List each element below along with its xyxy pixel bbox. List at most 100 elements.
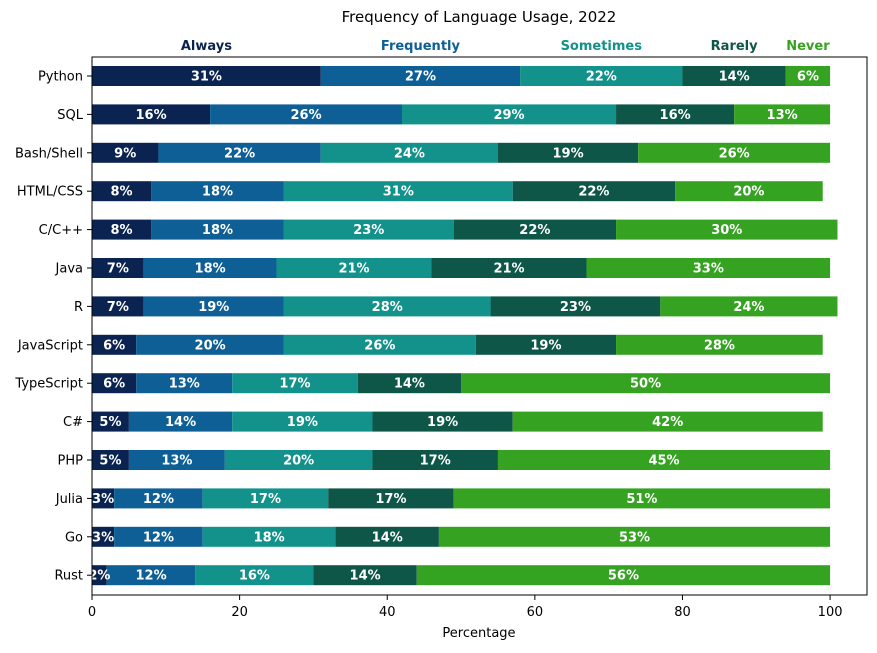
bar-html-css-frequently: [151, 181, 284, 202]
bar-c-c-rarely: [453, 219, 617, 240]
bar-julia-rarely: [328, 488, 454, 509]
bar-php-always: [92, 450, 129, 470]
bar-julia-never: [453, 488, 831, 509]
bar-label-julia-never: 51%: [626, 492, 657, 507]
bar-sql-always: [92, 104, 211, 125]
bar-javascript-always: [92, 334, 137, 355]
bar-python-sometimes: [520, 66, 683, 86]
bar-c-c-frequently: [151, 219, 284, 240]
bar-label-sql-never: 13%: [767, 108, 798, 123]
y-tick-label-go: Go: [65, 530, 83, 545]
x-tick-label-40: 40: [379, 605, 396, 620]
bar-javascript-frequently: [136, 334, 284, 355]
bar-label-c-c-rarely: 22%: [519, 223, 550, 238]
bar-label-c-frequently: 14%: [165, 415, 196, 430]
bar-javascript-never: [616, 334, 823, 355]
bar-label-javascript-always: 6%: [103, 338, 125, 353]
bar-rust-never: [416, 565, 831, 586]
bar-label-rust-never: 56%: [608, 569, 639, 584]
bar-label-typescript-always: 6%: [103, 377, 125, 392]
x-axis-label: Percentage: [442, 626, 515, 641]
bar-label-c-c-sometimes: 23%: [353, 223, 384, 238]
bar-r-rarely: [490, 296, 661, 317]
bar-julia-always: [92, 488, 115, 509]
bar-php-sometimes: [224, 450, 373, 470]
bar-go-never: [438, 526, 831, 547]
bar-label-bash-shell-always: 9%: [114, 146, 136, 161]
bar-label-julia-frequently: 12%: [143, 492, 174, 507]
y-tick-label-rust: Rust: [54, 569, 83, 584]
bar-label-rust-always: 2%: [88, 569, 110, 584]
bar-label-c-c-frequently: 18%: [202, 223, 233, 238]
plot-frame: [91, 56, 868, 596]
bar-julia-frequently: [114, 488, 203, 509]
bar-bash-shell-always: [92, 142, 159, 163]
bar-label-typescript-sometimes: 17%: [279, 377, 310, 392]
bar-r-never: [660, 296, 838, 317]
y-tick-label-c: C#: [63, 415, 83, 430]
bar-label-javascript-never: 28%: [704, 338, 735, 353]
bar-python-rarely: [682, 66, 786, 86]
bars: [92, 66, 838, 586]
bar-label-html-css-never: 20%: [733, 185, 764, 200]
bar-label-bash-shell-sometimes: 24%: [394, 146, 425, 161]
bar-bash-shell-frequently: [158, 142, 321, 163]
bar-label-php-sometimes: 20%: [283, 454, 314, 469]
bar-label-typescript-rarely: 14%: [394, 377, 425, 392]
bar-python-never: [785, 66, 831, 86]
bar-label-javascript-frequently: 20%: [195, 338, 226, 353]
y-tick-label-java: Java: [55, 262, 83, 277]
bar-rust-sometimes: [195, 565, 314, 586]
bar-label-r-sometimes: 28%: [372, 300, 403, 315]
bar-label-rust-frequently: 12%: [135, 569, 166, 584]
bar-rust-rarely: [313, 565, 417, 586]
bar-go-always: [92, 526, 115, 547]
bar-c-c-sometimes: [283, 219, 454, 240]
bar-label-typescript-never: 50%: [630, 377, 661, 392]
bar-php-frequently: [128, 450, 225, 470]
bar-label-sql-sometimes: 29%: [493, 108, 524, 123]
legend: Always Frequently Sometimes Rarely Never: [181, 39, 830, 54]
bar-java-sometimes: [276, 258, 432, 278]
bar-label-rust-sometimes: 16%: [239, 569, 270, 584]
data-labels: 31% 27% 22% 14% 6% 16% 26% 29% 16% 13% 9% 22% 24% 19%…: [88, 70, 819, 584]
bar-python-always: [92, 66, 321, 86]
legend-frequently: Frequently: [381, 39, 461, 54]
bar-typescript-always: [92, 373, 137, 394]
bar-c-never: [512, 411, 823, 432]
bar-label-python-frequently: 27%: [405, 70, 436, 85]
x-axis: 0 20 40 60 80 100: [88, 595, 843, 620]
bar-label-c-sometimes: 19%: [287, 415, 318, 430]
x-tick-label-100: 100: [818, 605, 843, 620]
bar-label-php-frequently: 13%: [161, 454, 192, 469]
y-tick-label-bash-shell: Bash/Shell: [15, 146, 83, 161]
bar-c-always: [92, 411, 129, 432]
x-tick-label-20: 20: [231, 605, 248, 620]
bar-label-r-never: 24%: [733, 300, 764, 315]
bar-sql-sometimes: [402, 104, 617, 125]
bar-label-java-rarely: 21%: [493, 262, 524, 277]
bar-label-go-sometimes: 18%: [254, 530, 285, 545]
x-tick-label-80: 80: [674, 605, 691, 620]
bar-label-sql-rarely: 16%: [660, 108, 691, 123]
bar-sql-never: [734, 104, 831, 125]
bar-label-julia-rarely: 17%: [375, 492, 406, 507]
bar-label-bash-shell-never: 26%: [719, 146, 750, 161]
bar-bash-shell-never: [638, 142, 831, 163]
y-tick-label-html-css: HTML/CSS: [17, 185, 83, 200]
bar-label-java-always: 7%: [107, 262, 129, 277]
y-tick-label-sql: SQL: [57, 108, 83, 123]
y-tick-label-javascript: JavaScript: [17, 338, 83, 353]
bar-html-css-rarely: [512, 181, 676, 202]
bar-label-java-frequently: 18%: [195, 262, 226, 277]
bar-label-php-always: 5%: [99, 454, 121, 469]
bar-label-go-never: 53%: [619, 530, 650, 545]
bar-java-frequently: [143, 258, 277, 278]
bar-typescript-never: [461, 373, 831, 394]
y-tick-label-php: PHP: [58, 454, 84, 469]
bar-c-frequently: [128, 411, 233, 432]
legend-sometimes: Sometimes: [561, 39, 643, 54]
bar-sql-rarely: [616, 104, 735, 125]
